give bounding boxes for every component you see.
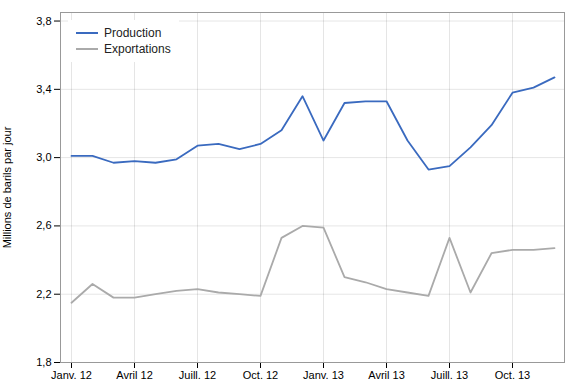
svg-text:Avril 12: Avril 12 xyxy=(116,369,152,381)
svg-text:Millions de barils par jour: Millions de barils par jour xyxy=(1,126,13,248)
html-text:Production: Production xyxy=(104,26,162,40)
svg-text:Janv. 12: Janv. 12 xyxy=(51,369,92,381)
svg-text:Oct. 12: Oct. 12 xyxy=(243,369,278,381)
svg-text:3,4: 3,4 xyxy=(36,83,51,95)
svg-text:Oct. 13: Oct. 13 xyxy=(495,369,530,381)
svg-text:3,0: 3,0 xyxy=(36,151,51,163)
svg-text:3,8: 3,8 xyxy=(36,15,51,27)
svg-text:Juill. 13: Juill. 13 xyxy=(431,369,468,381)
svg-text:2,2: 2,2 xyxy=(36,288,51,300)
svg-text:2,6: 2,6 xyxy=(36,219,51,231)
svg-text:Juill. 12: Juill. 12 xyxy=(179,369,216,381)
html-text:Exportations: Exportations xyxy=(104,42,171,56)
svg-text:Janv. 13: Janv. 13 xyxy=(303,369,344,381)
svg-text:1,8: 1,8 xyxy=(36,356,51,368)
svg-text:Avril 13: Avril 13 xyxy=(368,369,404,381)
